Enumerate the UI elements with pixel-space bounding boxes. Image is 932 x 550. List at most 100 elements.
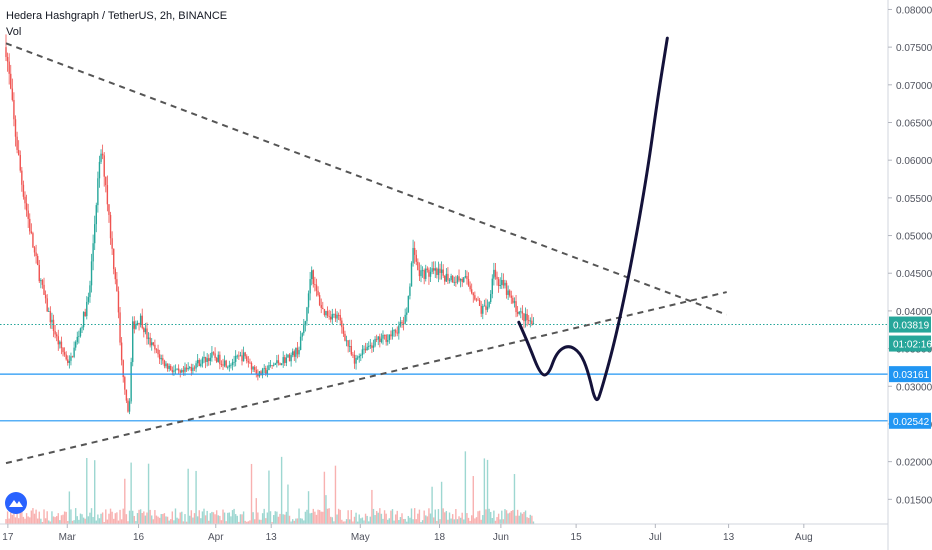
volume-bar bbox=[114, 513, 116, 524]
candle-body bbox=[439, 268, 441, 273]
candle-body bbox=[17, 149, 20, 156]
volume-bar bbox=[127, 521, 129, 524]
volume-bar bbox=[475, 517, 478, 524]
candle-body bbox=[445, 273, 448, 282]
candle-body bbox=[499, 284, 501, 286]
tradingview-logo-icon[interactable] bbox=[5, 492, 27, 514]
candle-body bbox=[32, 233, 34, 248]
price-label-text: 0.03161 bbox=[893, 370, 930, 381]
candle-body bbox=[43, 284, 45, 295]
candle-body bbox=[152, 342, 155, 345]
volume-bar bbox=[84, 518, 86, 524]
candle-body bbox=[304, 321, 307, 325]
candle-body bbox=[95, 205, 97, 225]
volume-bar bbox=[280, 456, 283, 524]
candle-body bbox=[144, 328, 147, 333]
volume-bar bbox=[448, 512, 451, 524]
candle-body bbox=[19, 155, 21, 171]
candle-body bbox=[391, 330, 394, 337]
volume-bar bbox=[60, 515, 63, 524]
volume-bar bbox=[48, 520, 50, 524]
candle-body bbox=[532, 323, 535, 325]
volume-bar bbox=[458, 516, 460, 524]
volume-bar bbox=[290, 521, 292, 524]
volume-bar bbox=[36, 518, 39, 524]
candle-body bbox=[236, 355, 238, 357]
candle-body bbox=[426, 268, 429, 270]
volume-bar bbox=[490, 511, 492, 524]
candle-body bbox=[360, 355, 362, 356]
candle-body bbox=[295, 347, 297, 357]
volume-bar bbox=[195, 470, 197, 524]
candle-body bbox=[73, 347, 75, 357]
volume-bar bbox=[423, 510, 425, 524]
volume-bar bbox=[236, 515, 238, 524]
volume-bar bbox=[16, 508, 18, 524]
candle-body bbox=[242, 352, 245, 362]
volume-bar bbox=[173, 520, 175, 524]
candle-body bbox=[147, 337, 150, 339]
candle-body bbox=[166, 363, 169, 369]
volume-bar bbox=[445, 511, 448, 524]
volume-bar bbox=[106, 519, 109, 524]
volume-bar bbox=[334, 465, 337, 524]
volume-bar bbox=[306, 509, 308, 524]
volume-bar bbox=[431, 486, 433, 524]
x-axis-tick-label: 13 bbox=[723, 532, 735, 543]
candle-body bbox=[261, 368, 264, 376]
candle-body bbox=[450, 275, 452, 281]
candle-body bbox=[122, 360, 124, 378]
volume-bar bbox=[250, 463, 253, 524]
candle-body bbox=[249, 362, 251, 364]
volume-bar bbox=[372, 508, 375, 524]
candle-body bbox=[136, 322, 139, 325]
volume-bar bbox=[523, 512, 525, 524]
candle-body bbox=[247, 361, 250, 363]
volume-bar bbox=[252, 512, 254, 524]
candle-body bbox=[366, 346, 368, 351]
candle-body bbox=[380, 338, 383, 343]
candle-body bbox=[429, 271, 432, 277]
candle-body bbox=[531, 320, 533, 325]
volume-indicator-label[interactable]: Vol bbox=[6, 26, 22, 38]
candle-body bbox=[113, 248, 115, 270]
candle-body bbox=[463, 277, 465, 283]
volume-bar bbox=[46, 511, 48, 524]
candle-body bbox=[339, 315, 341, 321]
candle-body bbox=[38, 265, 40, 282]
volume-bar bbox=[469, 520, 471, 524]
candle-body bbox=[214, 353, 216, 358]
candle-body bbox=[396, 332, 398, 334]
price-label-box bbox=[889, 335, 931, 352]
candle-body bbox=[353, 354, 356, 364]
candle-body bbox=[442, 269, 444, 276]
candle-body bbox=[350, 346, 353, 355]
candle-body bbox=[385, 334, 387, 342]
volume-bar bbox=[344, 521, 346, 524]
candle-body bbox=[456, 276, 459, 283]
volume-bar bbox=[223, 512, 226, 524]
volume-bar bbox=[363, 520, 365, 524]
projection-path bbox=[517, 36, 669, 401]
candle-body bbox=[325, 311, 327, 316]
candle-body bbox=[109, 214, 112, 239]
candle-body bbox=[322, 307, 324, 310]
candle-body bbox=[222, 364, 224, 366]
candle-body bbox=[203, 357, 205, 359]
volume-bar bbox=[89, 512, 91, 524]
candle-body bbox=[482, 306, 484, 314]
volume-bar bbox=[518, 515, 520, 524]
volume-bar bbox=[407, 515, 410, 524]
candle-body bbox=[106, 185, 109, 205]
volume-bar bbox=[258, 519, 261, 524]
candle-body bbox=[212, 352, 215, 354]
volume-bar bbox=[295, 518, 297, 524]
candle-body bbox=[133, 321, 136, 329]
candle-body bbox=[418, 270, 421, 277]
candle-body bbox=[280, 363, 283, 366]
volume-bar bbox=[366, 515, 368, 524]
volume-bar bbox=[24, 518, 26, 524]
volume-bar bbox=[154, 510, 156, 524]
